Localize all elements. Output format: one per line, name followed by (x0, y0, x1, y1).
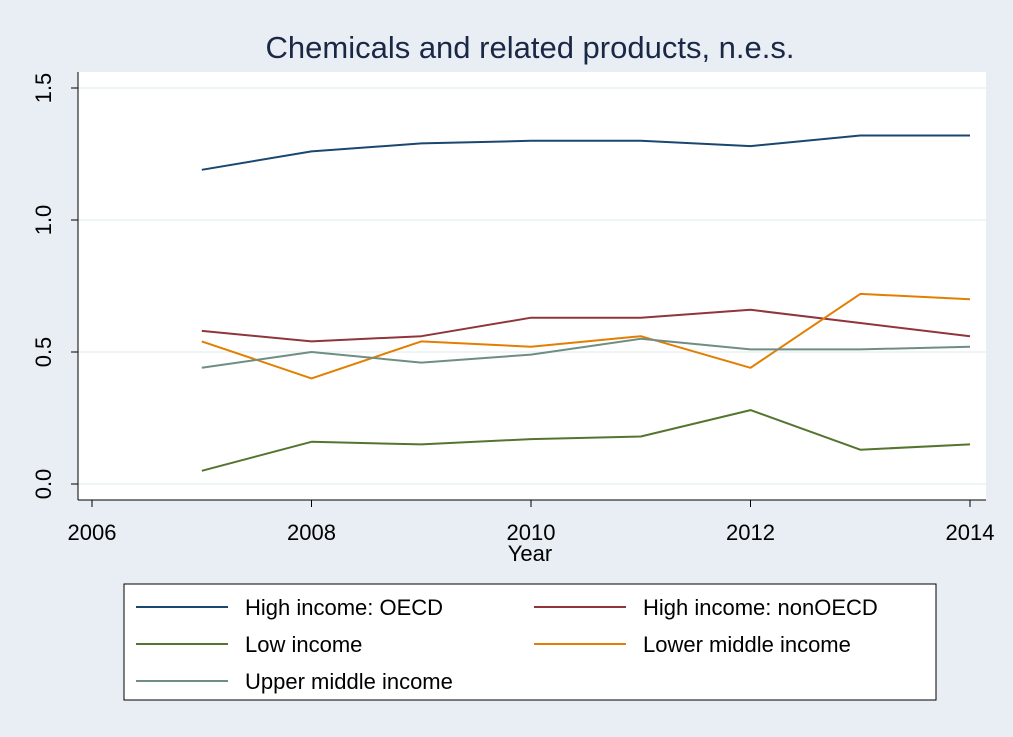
x-tick-label: 2010 (507, 520, 556, 545)
legend-label: High income: nonOECD (643, 595, 878, 620)
x-tick-label: 2006 (68, 520, 117, 545)
legend-label: Lower middle income (643, 632, 851, 657)
legend-label: Upper middle income (245, 669, 453, 694)
series-lines (201, 134, 971, 472)
legend-label: High income: OECD (245, 595, 443, 620)
plot-area (78, 72, 986, 500)
series-line-high-income-nonoecd (201, 308, 971, 343)
x-axis: 2006 2008 2010 2012 2014 (68, 499, 995, 545)
x-axis-title: Year (508, 541, 552, 566)
legend-label: Low income (245, 632, 362, 657)
legend: High income: OECD High income: nonOECD Low… (123, 583, 937, 701)
x-tick-label: 2008 (287, 520, 336, 545)
y-tick-label: 1.5 (31, 73, 56, 104)
series-line-upper-middle-income (201, 337, 971, 369)
series-line-low-income (201, 409, 971, 472)
y-axis: 0.0 0.5 1.0 1.5 (31, 72, 79, 500)
y-tick-label: 0.5 (31, 337, 56, 368)
y-tick-label: 0.0 (31, 469, 56, 500)
x-tick-label: 2014 (946, 520, 995, 545)
x-tick-label: 2012 (726, 520, 775, 545)
series-line-lower-middle-income (201, 292, 971, 380)
legend-box (123, 583, 937, 701)
chart-title: Chemicals and related products, n.e.s. (266, 30, 795, 65)
grid (78, 87, 986, 485)
series-line-high-income-oecd (201, 134, 970, 171)
y-tick-label: 1.0 (31, 205, 56, 236)
